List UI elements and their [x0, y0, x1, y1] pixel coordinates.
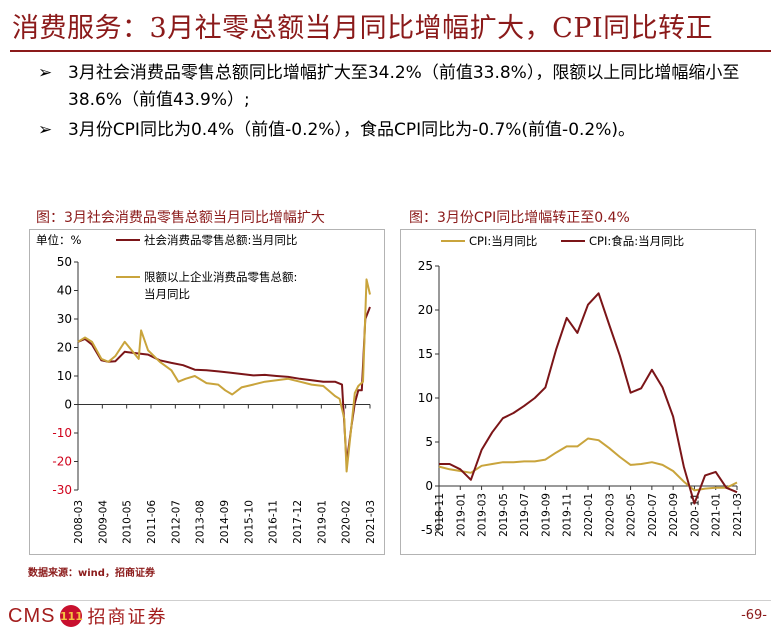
- series-line-2: [77, 278, 371, 473]
- x-tick-label: 2014-09: [219, 500, 231, 544]
- x-tick-label: 2021-03: [365, 500, 377, 544]
- x-tick-label: 2020-09: [668, 493, 680, 537]
- x-tick-label: 2015-10: [243, 500, 255, 544]
- x-tick-label: 2010-05: [122, 500, 134, 544]
- y-tick-label: 15: [418, 347, 433, 361]
- y-tick-label: 20: [57, 341, 72, 355]
- x-tick-label: 2016-11: [268, 500, 280, 544]
- y-tick-label: 0: [425, 479, 433, 493]
- y-tick-label: 30: [57, 312, 72, 326]
- series-line-2: [439, 292, 738, 505]
- x-tick-label: 2019-03: [477, 493, 489, 537]
- x-tick-label: 2020-07: [647, 493, 659, 537]
- logo-text-cn: 招商证券: [87, 607, 168, 628]
- y-tick-label: 0: [64, 398, 72, 412]
- x-tick-label: 2020-05: [626, 493, 638, 537]
- x-tick-label: 2020-01: [583, 493, 595, 537]
- y-tick-label: 10: [57, 369, 72, 383]
- chart2-svg: -5 0 5 10 15 20 25 2018-11 2019-01 2019-03 2019-05…: [418, 234, 744, 537]
- chart1-title: 图：3月社会消费品零售总额当月同比增幅扩大: [36, 210, 325, 226]
- bullet-cpi: ➢ 3月份CPI同比为0.4%（前值-0.2%），食品CPI同比为-0.7%(前…: [38, 117, 766, 144]
- x-tick-label: 2009-04: [97, 500, 109, 544]
- y-tick-label: 25: [418, 259, 433, 273]
- y-tick-label: -20: [52, 455, 72, 469]
- series-line-1: [77, 306, 371, 464]
- logo-text-en: CMS: [8, 604, 56, 627]
- arrow-bullet-icon: ➢: [38, 120, 53, 140]
- arrow-bullet-icon: ➢: [38, 63, 53, 83]
- data-source-note: 数据来源：wind，招商证券: [28, 568, 155, 579]
- page-number: -69-: [741, 608, 767, 623]
- page-title: 消费服务：3月社零总额当月同比增幅扩大，CPI同比转正: [12, 13, 714, 44]
- chart2-title: 图：3月份CPI同比增幅转正至0.4%: [409, 210, 630, 226]
- x-tick-label: 2019-11: [562, 493, 574, 537]
- y-tick-label: 5: [425, 435, 433, 449]
- x-tick-label: 2017-12: [292, 500, 304, 544]
- bullet-text: 3月社会消费品零售总额同比增幅扩大至34.2%（前值33.8%），限额以上同比增…: [68, 63, 740, 110]
- x-tick-label: 2019-07: [519, 493, 531, 537]
- x-tick-label: 2021-01: [711, 493, 723, 537]
- chart1-frame: -30 -20 -10 0 10 20 30 40 50 2008-03 2009-04 2010-0…: [29, 229, 385, 555]
- legend-label-2: CPI:食品:当月同比: [589, 234, 684, 248]
- bullet-list: ➢ 3月社会消费品零售总额同比增幅扩大至34.2%（前值33.8%），限额以上同…: [38, 60, 766, 147]
- x-tick-label: 2019-01: [316, 500, 328, 544]
- x-tick-label: 2013-08: [195, 500, 207, 544]
- cms-logo: CMS 111 招商证券: [8, 604, 168, 629]
- footer-divider: [10, 600, 771, 601]
- x-tick-label: 2019-09: [540, 493, 552, 537]
- x-tick-label: 2020-02: [341, 500, 353, 544]
- legend-label-1: 社会消费品零售总额:当月同比: [144, 233, 297, 247]
- y-tick-label: 10: [418, 391, 433, 405]
- y-tick-label: -30: [52, 483, 72, 497]
- x-tick-label: 2019-01: [455, 493, 467, 537]
- y-tick-label: -10: [52, 426, 72, 440]
- y-tick-label: 20: [418, 303, 433, 317]
- x-tick-label: 2012-07: [170, 500, 182, 544]
- y-tick-label: 50: [57, 255, 72, 269]
- x-tick-label: 2018-11: [434, 493, 446, 537]
- x-tick-label: 2011-06: [146, 500, 158, 544]
- x-tick-label: 2019-05: [498, 493, 510, 537]
- legend-label-2: 当月同比: [144, 287, 190, 301]
- unit-label: 单位：%: [36, 233, 81, 247]
- bullet-retail-sales: ➢ 3月社会消费品零售总额同比增幅扩大至34.2%（前值33.8%），限额以上同…: [38, 60, 766, 114]
- x-tick-label: 2021-03: [732, 493, 744, 537]
- bullet-text: 3月份CPI同比为0.4%（前值-0.2%），食品CPI同比为-0.7%(前值-…: [68, 120, 636, 140]
- x-tick-label: 2020-11: [689, 493, 701, 537]
- chart2-frame: -5 0 5 10 15 20 25 2018-11 2019-01 2019-03 2019-05…: [400, 229, 756, 555]
- legend-label-1: CPI:当月同比: [469, 234, 537, 248]
- y-tick-label: -5: [421, 523, 433, 537]
- chart1-svg: -30 -20 -10 0 10 20 30 40 50 2008-03 2009-04 2010-0…: [36, 233, 377, 544]
- y-tick-label: 40: [57, 284, 72, 298]
- series-line-1: [438, 437, 738, 492]
- logo-badge-icon: 111: [60, 605, 83, 627]
- legend-label-2: 限额以上企业消费品零售总额:: [144, 270, 297, 284]
- x-tick-label: 2008-03: [73, 500, 85, 544]
- title-divider: [10, 50, 771, 52]
- x-tick-label: 2020-03: [604, 493, 616, 537]
